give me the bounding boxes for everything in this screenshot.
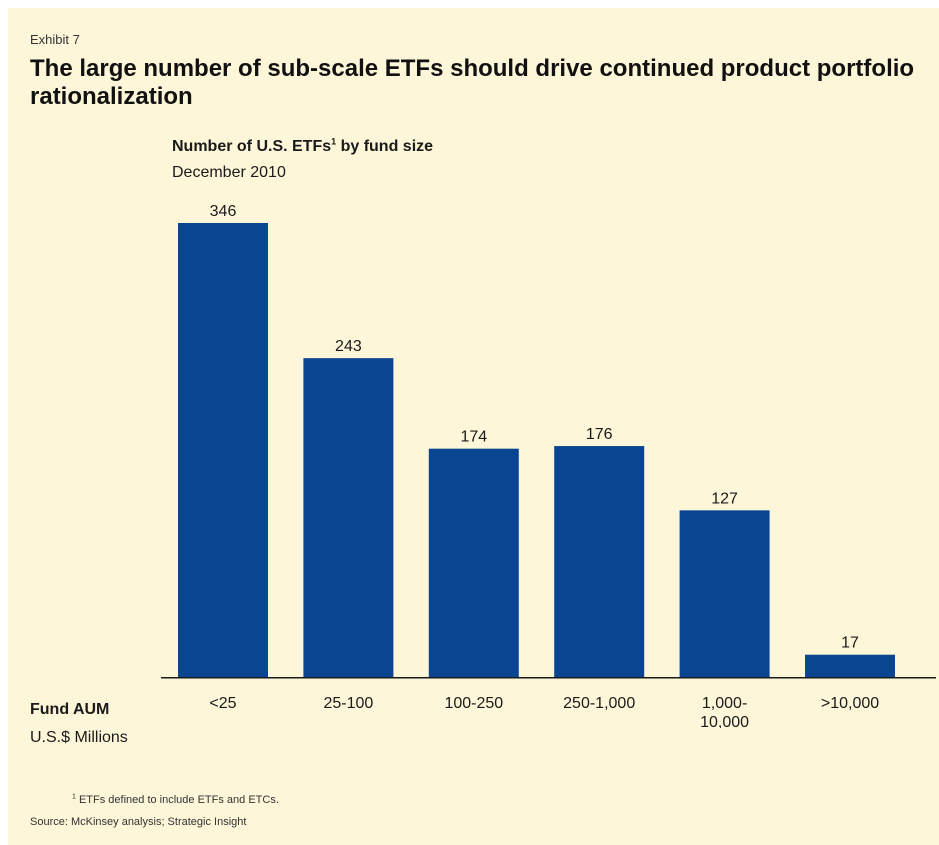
- chart-title-footnote-marker: 1: [331, 136, 337, 147]
- x-tick-label-line: 10,000: [700, 714, 749, 728]
- bar-chart: 346 <25 243 25-100 174 100-250 176 250-1,000 127…: [161, 203, 936, 728]
- x-tick-label-5: >10,000: [821, 695, 879, 712]
- bar-4: [679, 510, 770, 677]
- bar-value-label-2: 174: [460, 429, 487, 446]
- bar-5: [805, 654, 895, 677]
- bar-value-label-0: 346: [210, 203, 237, 220]
- x-tick-label-0: <25: [209, 695, 236, 712]
- x-tick-label-line: 1,000-: [702, 695, 747, 712]
- chart-title-text: Number of U.S. ETFs: [172, 138, 332, 155]
- source-note: Source: McKinsey analysis; Strategic Ins…: [30, 816, 247, 828]
- x-tick-label-4: 1,000- 10,000: [700, 695, 749, 728]
- bar-value-label-1: 243: [335, 338, 362, 355]
- footnote-text: ETFs defined to include ETFs and ETCs.: [78, 794, 279, 806]
- x-tick-label-line: 250-1,000: [563, 695, 635, 712]
- x-tick-label-line: >10,000: [821, 695, 879, 712]
- headline: The large number of sub-scale ETFs shoul…: [30, 55, 915, 110]
- bar-3: [554, 446, 645, 677]
- x-tick-label-3: 250-1,000: [563, 695, 635, 712]
- bar-value-label-4: 127: [711, 490, 738, 507]
- bar-value-label-5: 17: [841, 635, 859, 652]
- chart-title-suffix: by fund size: [336, 138, 434, 155]
- exhibit-label: Exhibit 7: [30, 32, 80, 47]
- chart-subtitle: December 2010: [172, 164, 286, 181]
- bar-1: [303, 358, 394, 677]
- bar-0: [178, 223, 268, 677]
- x-tick-label-1: 25-100: [323, 695, 373, 712]
- footnote-marker: 1: [72, 793, 76, 801]
- bar-2: [428, 448, 519, 677]
- x-tick-label-line: <25: [209, 695, 236, 712]
- x-axis-units: U.S.$ Millions: [30, 729, 128, 746]
- x-axis-title: Fund AUM: [30, 701, 110, 718]
- exhibit-panel: Exhibit 7 The large number of sub-scale …: [8, 8, 939, 845]
- footnote: 1 ETFs defined to include ETFs and ETCs.: [72, 793, 279, 806]
- x-tick-label-line: 100-250: [444, 695, 503, 712]
- chart-title: Number of U.S. ETFs1 by fund size: [172, 136, 434, 156]
- x-tick-label-2: 100-250: [444, 695, 503, 712]
- x-tick-label-line: 25-100: [323, 695, 373, 712]
- bar-value-label-3: 176: [586, 426, 613, 443]
